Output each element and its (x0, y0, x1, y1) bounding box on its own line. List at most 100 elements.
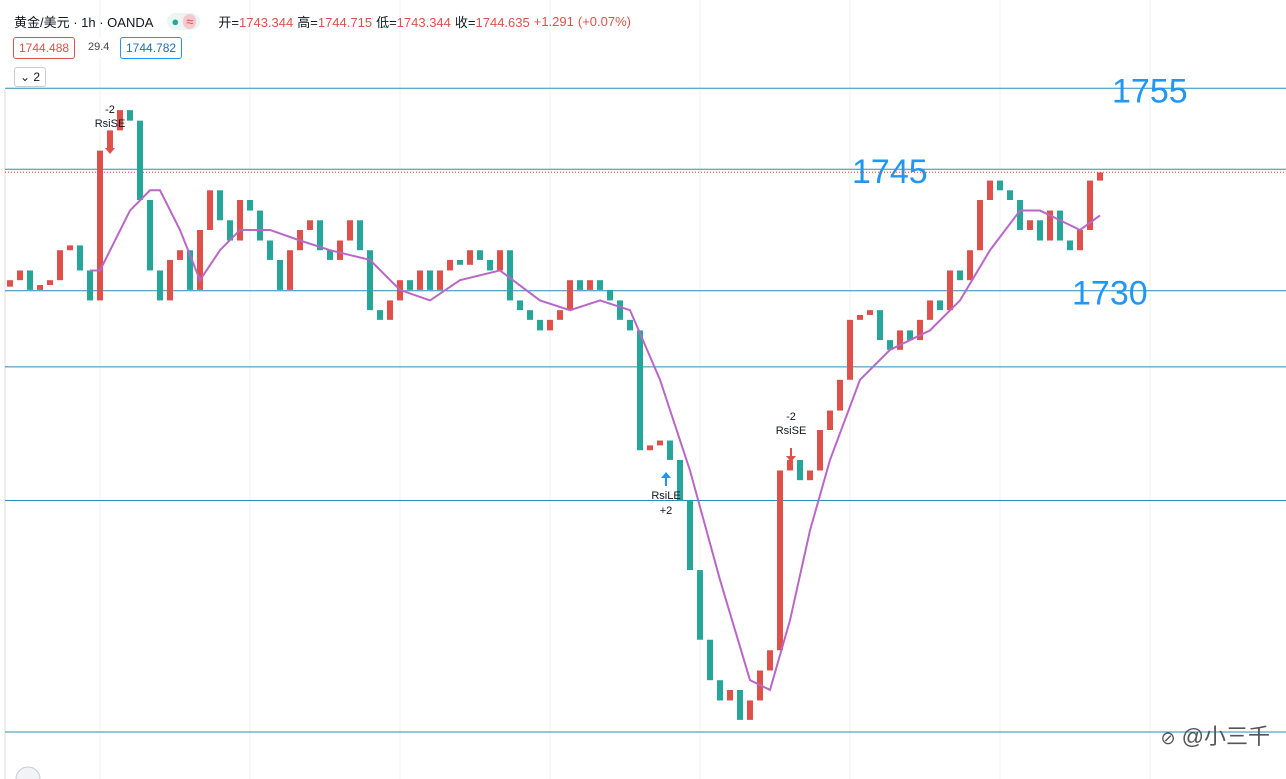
candle (7, 280, 13, 287)
ohlc-value: 1744.715 (317, 15, 373, 30)
candle (847, 319, 853, 380)
signal-text: -2 (786, 411, 796, 423)
candle (597, 280, 603, 290)
candle (37, 285, 43, 290)
candle (257, 210, 263, 241)
candle (117, 110, 123, 131)
legend-header: 黄金/美元 · 1h · OANDA ● ≈ 开=1743.344 高=1744.7… (14, 12, 631, 31)
candle (677, 459, 683, 501)
candle (867, 310, 873, 316)
candle (27, 270, 33, 290)
candle (377, 310, 383, 320)
candle (697, 570, 703, 640)
candle (457, 259, 463, 265)
candle (907, 330, 913, 341)
ohlc-item: 高=1744.715 (297, 12, 372, 31)
ohlc-label: 收= (454, 15, 476, 30)
candle (97, 150, 103, 301)
candle (717, 680, 723, 701)
bid[interactable]: 1744.488 (13, 37, 76, 59)
candle (807, 470, 813, 481)
candle (547, 319, 553, 331)
candle (207, 190, 213, 230)
candle (827, 410, 833, 430)
signal-text: -2 (105, 104, 115, 116)
candle (247, 200, 253, 211)
ohlc-label: 高= (297, 15, 318, 30)
candle (177, 250, 183, 260)
candle (947, 270, 953, 311)
candle (307, 220, 313, 230)
candle (447, 259, 453, 271)
candle (747, 700, 753, 720)
candle (267, 240, 273, 260)
candle (387, 300, 393, 320)
candle (937, 300, 943, 311)
candle (87, 270, 93, 301)
signal-text: RsiSE (776, 425, 807, 437)
candle (497, 250, 503, 271)
change-pct: (+0.07%) (577, 14, 631, 29)
indicator-count: 2 (33, 70, 41, 84)
candle (77, 245, 83, 271)
candle (887, 340, 893, 350)
candle (1047, 210, 1053, 241)
candle (487, 259, 493, 271)
watermark-text: @小三千 (1181, 724, 1270, 749)
ask[interactable]: 1744.782 (120, 37, 183, 59)
candle (577, 280, 583, 290)
candle (347, 220, 353, 241)
candle (727, 689, 733, 701)
candle (617, 300, 623, 320)
candle (657, 440, 663, 446)
candle (857, 315, 863, 320)
candle (987, 180, 993, 201)
spread: 29.4 (88, 37, 110, 57)
candle (1067, 240, 1073, 251)
moving-average (90, 189, 1101, 692)
candle (917, 319, 923, 341)
signal-arrow (786, 448, 796, 462)
candle (977, 200, 983, 251)
candle (1027, 220, 1033, 230)
candle (537, 319, 543, 331)
ohlc-value: 1743.344 (239, 15, 294, 30)
candle (277, 259, 283, 290)
candle (157, 270, 163, 301)
watermark: ⊘ @小三千 (1160, 724, 1270, 749)
indicator-toggle[interactable]: ⌄ 2 (14, 67, 46, 87)
change: +1.291 (533, 14, 574, 29)
signal-text: +2 (660, 505, 673, 517)
candle (647, 445, 653, 451)
ohlc-item: 收=1744.635 (455, 12, 530, 31)
candle (997, 180, 1003, 191)
candle (337, 240, 343, 260)
candle (897, 330, 903, 350)
ohlc-label: 开= (218, 15, 240, 30)
candle (467, 250, 473, 265)
candle (47, 280, 53, 286)
candle (187, 250, 193, 290)
candle (1057, 210, 1063, 241)
candle (217, 190, 223, 221)
candle (417, 270, 423, 290)
status-icons: ● ≈ (167, 13, 201, 30)
candle (1077, 229, 1083, 251)
candle (967, 250, 973, 281)
level-label: 1745 (852, 153, 928, 191)
candle (427, 270, 433, 290)
candle (287, 250, 293, 290)
symbol: 黄金/美元 · 1h · OANDA (14, 15, 154, 30)
candle (17, 270, 23, 281)
candle (737, 689, 743, 720)
candle (787, 459, 793, 471)
candle (1037, 220, 1043, 241)
candle (607, 289, 613, 301)
level-label: 1755 (1112, 72, 1188, 110)
ohlc-item: 开=1743.344 (218, 12, 293, 31)
candle (407, 280, 413, 290)
ohlc-value: 1743.344 (396, 15, 451, 30)
candle (687, 500, 693, 571)
candle (627, 319, 633, 331)
candle (127, 110, 133, 121)
